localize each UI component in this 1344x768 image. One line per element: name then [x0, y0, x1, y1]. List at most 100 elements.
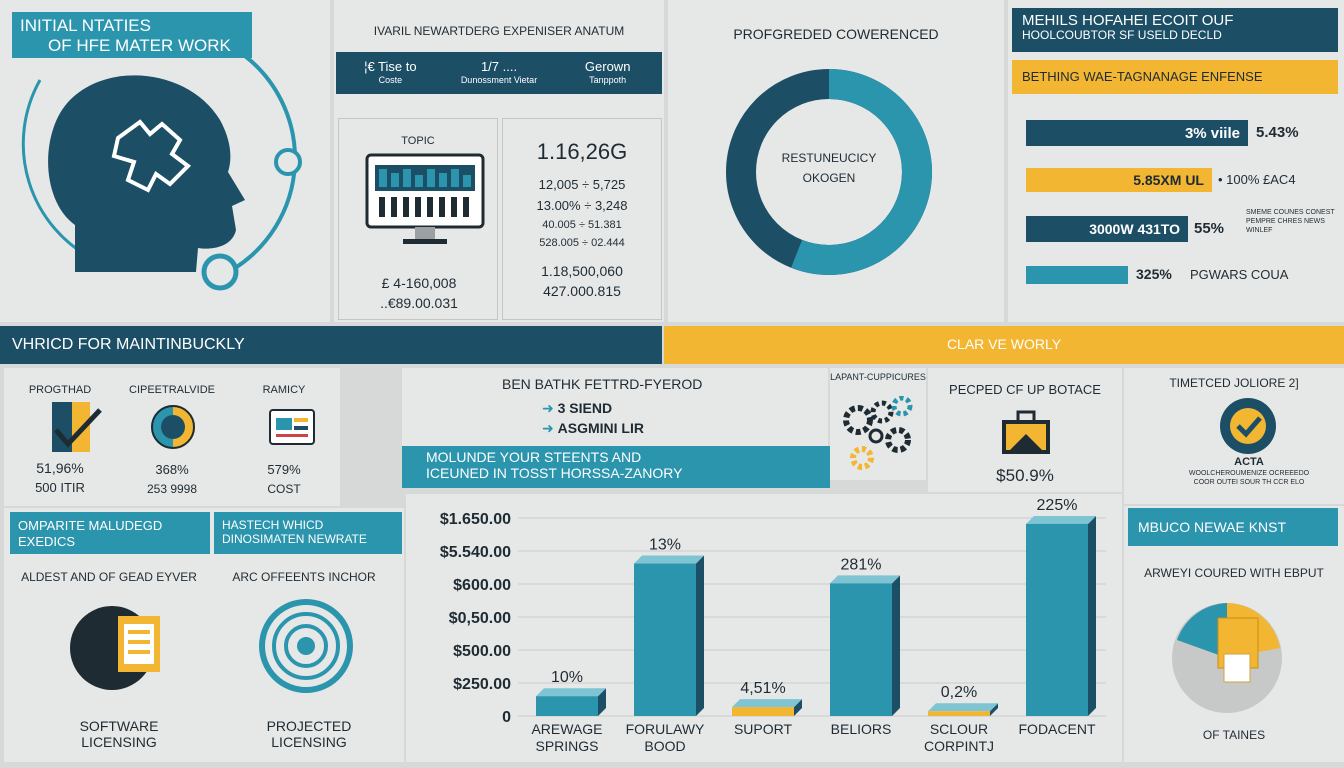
donut-chart	[726, 69, 932, 275]
bar	[732, 707, 794, 716]
badge-icon	[1220, 398, 1276, 454]
bar-top	[536, 688, 606, 697]
metric-3-sub: COST	[267, 482, 301, 496]
data-label: 10%	[551, 669, 583, 686]
x-tick-label: SCLOUR	[930, 721, 988, 737]
toolbox-panel: PECPED CF UP BOTACE $50.9%	[928, 368, 1122, 492]
topic-label: TOPIC	[401, 135, 435, 147]
donut-center-line1: RESTUNEUCICY	[781, 151, 877, 165]
bar-top	[732, 699, 802, 708]
big-value: 1.16,26G	[536, 139, 628, 164]
toolbox-icon	[1002, 410, 1050, 454]
feature-banner: MOLUNDE YOUR STEENTS AND ICEUNED IN TOSS…	[402, 446, 830, 488]
x-tick-label: BOOD	[644, 738, 685, 754]
expense-title: IVARIL NEWARTDERG EXPENISER ANATUM	[373, 24, 625, 38]
metrics-panel: PROGTHAD 51,96% 500 ITIR CIPEETRALVIDE 3…	[4, 368, 340, 506]
badge-panel: TIMETCED JOLIORE 2] ACTA WOOLCHEROUMENIZ…	[1124, 368, 1344, 504]
bar-side	[990, 703, 998, 716]
expense-col-1-top: ¦€ Tise to	[364, 59, 417, 74]
expense-bar-1-value: 5.43%	[1256, 124, 1299, 141]
x-tick-label: BELIORS	[831, 721, 892, 737]
licensing-heading-a: OMPARITE MALUDEGD EXEDICS	[10, 512, 210, 554]
toolbox-value: $50.9%	[996, 466, 1054, 485]
feature-panel: BEN BATHK FETTRD-FYEROD ➜ 3 SIEND ➜ ASGM…	[402, 368, 828, 448]
header-title-line2: OF HFE MATER WORK	[48, 35, 231, 55]
bar-chart-panel: $1.650.00 $5.540.00 $600.00 $0,50.00 $500.00…	[406, 494, 1122, 762]
x-tick-label: CORPINTJ	[924, 738, 994, 754]
bar-chart: $1.650.00 $5.540.00 $600.00 $0,50.00 $500.00…	[440, 497, 1106, 754]
y-tick-label: $500.00	[453, 643, 511, 660]
bar	[830, 583, 892, 716]
expense-bar-4	[1026, 266, 1128, 284]
feature-arrow-2: ➜ ASGMINI LIR	[542, 420, 644, 437]
bar	[536, 696, 598, 716]
expense-col-3: Gerown Tanppoth	[553, 52, 662, 94]
expense-bar-3-value: 55%	[1194, 220, 1225, 237]
bars-title-line1: MEHILS HOFAHEI ECOIT OUF	[1022, 12, 1234, 29]
expense-col-3-bottom: Tanppoth	[589, 74, 627, 85]
expense-bar-3: 3000W 431TO	[1026, 216, 1188, 242]
summary-header: MBUCO NEWAE KNST	[1128, 508, 1338, 546]
stat-row-1: 12,005 ÷ 5,725	[538, 177, 626, 192]
stat-bottom-1: 1.18,500,060	[541, 263, 623, 279]
topic-value-1: £ 4-160,008	[381, 275, 457, 291]
y-tick-label: $1.650.00	[440, 511, 511, 528]
puzzle-icon	[111, 119, 192, 193]
donut-panel: PROFGREDED COWERENCED RESTUNEUCICY OKOGE…	[668, 0, 1004, 322]
bar-top	[1026, 515, 1096, 524]
feature-arrow-1-label: 3 SIEND	[557, 400, 613, 416]
stats-box: 1.16,26G 12,005 ÷ 5,725 13.00% ÷ 3,248 4…	[502, 118, 662, 320]
licensing-panel: OMPARITE MALUDEGD EXEDICS HASTECH WHICD …	[4, 508, 404, 762]
data-label: 281%	[841, 556, 882, 573]
target-icon	[259, 599, 353, 693]
bar	[928, 711, 990, 716]
y-tick-label: $600.00	[453, 577, 511, 594]
bar	[634, 563, 696, 716]
licensing-item-a-title: ALDEST AND OF GEAD EYVER	[21, 570, 197, 584]
metric-1-value: 51,96%	[36, 460, 84, 476]
expense-bar-1: 3% viile	[1026, 120, 1248, 146]
metric-1-sub: 500 ITIR	[35, 480, 85, 495]
bars-yellow-heading: BETHING WAE-TAGNANAGE ENFENSE	[1012, 60, 1338, 94]
feature-arrow-2-label: ASGMINI LIR	[557, 420, 644, 436]
donut-center-text: RESTUNEUCICY OKOGEN	[714, 151, 944, 186]
badge-text: ACTA	[1234, 456, 1264, 468]
x-tick-label: SPRINGS	[535, 738, 598, 754]
toolbox-title: PECPED CF UP BOTACE	[949, 382, 1101, 397]
feature-banner-line1: MOLUNDE YOUR STEENTS AND	[426, 449, 642, 465]
y-tick-label: $250.00	[453, 676, 511, 693]
expense-col-1: ¦€ Tise to Coste	[336, 52, 445, 94]
stat-row-4: 528.005 ÷ 02.444	[539, 237, 625, 249]
donut-title: PROFGREDED COWERENCED	[733, 26, 939, 42]
software-disc-icon	[70, 606, 160, 690]
bar-top	[830, 575, 900, 584]
y-tick-label: $0,50.00	[449, 610, 511, 627]
badge-note: WOOLCHEROUMENIZE OCREEEDO COOR OUTEI SOU…	[1188, 470, 1310, 486]
expense-bar-4-value: 325%	[1136, 266, 1172, 282]
metric-3-title: RAMICY	[262, 384, 306, 396]
summary-label: OF TAINES	[1202, 728, 1266, 742]
head-panel: INITIAL NTATIES OF HFE MATER WORK	[0, 0, 330, 322]
gears-icon	[843, 396, 913, 470]
band-right: CLAR VE WORLY	[664, 326, 1344, 364]
header-title-line1: INITIAL NTATIES	[20, 16, 151, 35]
feature-title: BEN BATHK FETTRD-FYEROD	[502, 376, 703, 392]
bar-side	[696, 555, 704, 716]
expense-col-2: 1/7 .... Dunossment Vietar	[445, 52, 554, 94]
metric-2-value: 368%	[155, 462, 189, 477]
bar-side	[1088, 515, 1096, 716]
bar-side	[794, 699, 802, 716]
bar-top	[634, 555, 704, 564]
stat-row-2: 13.00% ÷ 3,248	[536, 198, 628, 213]
x-tick-label: FORULAWY	[626, 721, 705, 737]
gears-label: LAPANT-CUPPICURES	[830, 372, 926, 382]
metric-1-title: PROGTHAD	[28, 384, 92, 396]
data-label: 4,51%	[740, 680, 785, 697]
licensing-item-a-label: SOFTWARE LICENSING	[79, 718, 159, 751]
bars-title-line2: HOOLCOUBTOR SF USELD DECLD	[1022, 28, 1222, 43]
coin-icon	[151, 405, 195, 449]
data-label: 13%	[649, 537, 681, 554]
x-tick-label: FODACENT	[1019, 721, 1096, 737]
bar-top	[928, 703, 998, 712]
header-banner: INITIAL NTATIES OF HFE MATER WORK	[12, 12, 252, 58]
